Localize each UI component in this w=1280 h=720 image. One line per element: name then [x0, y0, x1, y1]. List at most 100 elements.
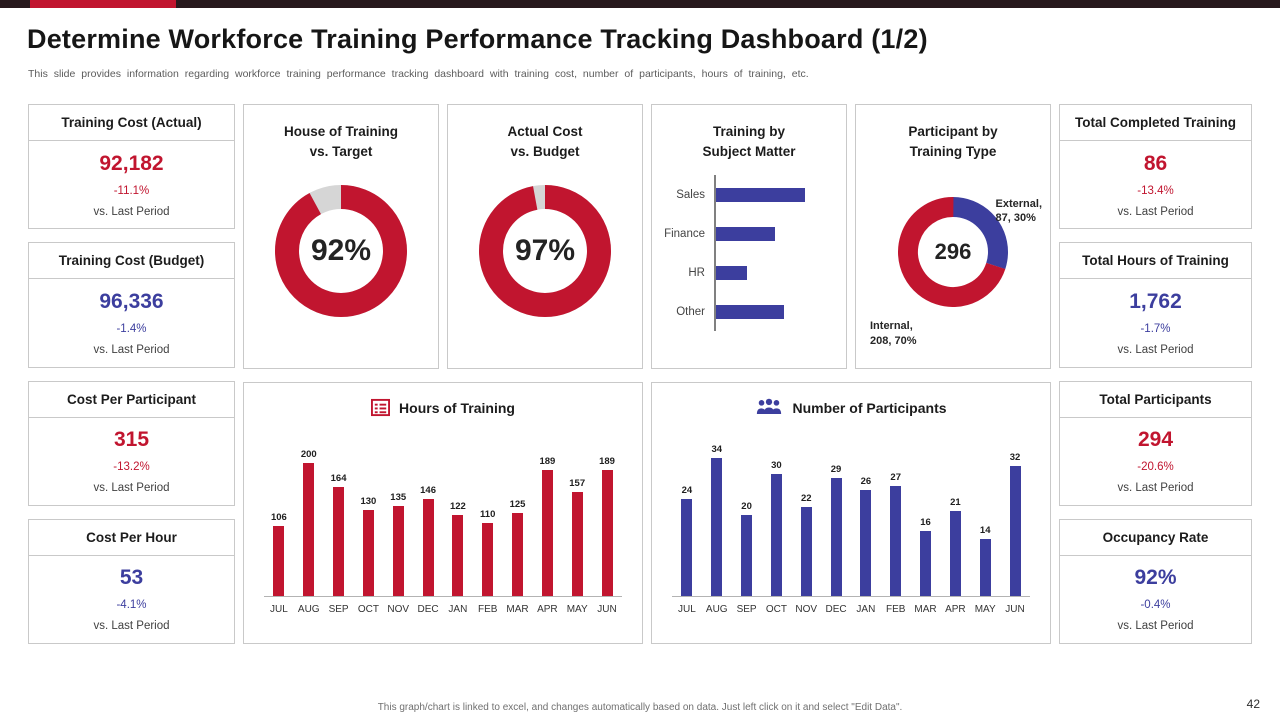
- bar-month-label: JAN: [856, 604, 876, 615]
- bar: [830, 478, 842, 596]
- bar-column: 106: [264, 512, 294, 596]
- pie-label-external: External, 87, 30%: [996, 197, 1042, 226]
- bar-column: 157: [562, 478, 592, 596]
- chart-card-actual-cost-vs-budget: Actual Cost vs. Budget 97%: [447, 104, 643, 369]
- kpi-card-total-completed-training: Total Completed Training 86 -13.4% vs. L…: [1059, 104, 1252, 230]
- schedule-list-icon: [371, 398, 391, 417]
- kpi-caption: vs. Last Period: [93, 620, 170, 633]
- kpi-title: Cost Per Hour: [29, 520, 234, 556]
- kpi-title: Total Participants: [1060, 382, 1251, 418]
- bar-value-label: 122: [449, 501, 466, 512]
- bar-value-label: 32: [1009, 452, 1021, 463]
- kpi-body: 86 -13.4% vs. Last Period: [1060, 141, 1251, 228]
- kpi-body: 294 -20.6% vs. Last Period: [1060, 418, 1251, 505]
- chart-title-line: Participant by: [908, 124, 998, 139]
- charts-column: House of Training vs. Target 92% Actual …: [243, 104, 1051, 644]
- kpi-card-training-cost-budget: Training Cost (Budget) 96,336 -1.4% vs. …: [28, 242, 235, 368]
- kpi-body: 92% -0.4% vs. Last Period: [1060, 556, 1251, 643]
- bar: [681, 499, 693, 596]
- kpi-value: 92,182: [99, 151, 164, 175]
- kpi-card-cost-per-hour: Cost Per Hour 53 -4.1% vs. Last Period: [28, 518, 235, 644]
- bar-column: 110: [473, 509, 503, 596]
- bar-value-label: 146: [420, 485, 436, 496]
- bar: [482, 523, 494, 596]
- bar-month-label: MAY: [974, 604, 996, 615]
- charts-row-bottom: Hours of Training 106 200 164 130 135 146 122 1…: [243, 382, 1051, 644]
- bar-month-label: NOV: [795, 604, 818, 615]
- pie-label-line: 208, 70%: [870, 334, 917, 347]
- chart-title-line: House of Training: [283, 124, 398, 139]
- bar-value-label: 135: [390, 492, 407, 503]
- chart-card-hours-of-training: Hours of Training 106 200 164 130 135 146 122 1…: [243, 382, 643, 644]
- bar-month-label: AUG: [705, 604, 728, 615]
- kpi-column-left: Training Cost (Actual) 92,182 -11.1% vs.…: [28, 104, 235, 644]
- bar-column: 189: [592, 456, 622, 596]
- bar: [920, 531, 932, 596]
- kpi-caption: vs. Last Period: [1117, 343, 1194, 356]
- vertical-bar-chart: 106 200 164 130 135 146 122 110 125 189 157 189 JUL…: [264, 429, 622, 615]
- bar-value-label: 16: [920, 517, 931, 528]
- bar-month-label: JUN: [597, 604, 617, 615]
- kpi-caption: vs. Last Period: [1117, 482, 1194, 495]
- kpi-value: 86: [1143, 151, 1168, 175]
- kpi-title: Training Cost (Budget): [29, 243, 234, 280]
- kpi-title: Training Cost (Actual): [29, 105, 234, 141]
- bar: [541, 470, 553, 596]
- donut-ring: [275, 185, 407, 322]
- bar-value-label: 27: [890, 472, 901, 483]
- chart-card-training-by-subject-matter: Training by Subject Matter Sales Finance H…: [651, 104, 847, 369]
- bar: [800, 507, 812, 596]
- slide-title: Determine Workforce Training Performance…: [27, 24, 928, 54]
- bar-value-label: 110: [480, 509, 496, 520]
- kpi-title: Total Hours of Training: [1060, 243, 1251, 280]
- chart-title-row: Hours of Training: [244, 398, 642, 417]
- bar: [392, 506, 404, 596]
- bar-value-label: 30: [771, 460, 782, 471]
- chart-title: Training by Subject Matter: [652, 122, 846, 161]
- bar-value-label: 20: [741, 501, 752, 512]
- kpi-delta: -20.6%: [1137, 461, 1174, 474]
- kpi-caption: vs. Last Period: [93, 482, 170, 495]
- bar-month-label: JAN: [448, 604, 468, 615]
- dashboard: Training Cost (Actual) 92,182 -11.1% vs.…: [28, 104, 1252, 644]
- bar-value-label: 130: [360, 496, 377, 507]
- kpi-title: Occupancy Rate: [1060, 520, 1251, 556]
- bar: [741, 515, 753, 596]
- bar-column: 24: [672, 485, 702, 596]
- chart-title: House of Training vs. Target: [244, 122, 438, 161]
- kpi-delta: -4.1%: [116, 599, 147, 612]
- bar-month-label: SEP: [328, 604, 349, 615]
- kpi-title: Total Completed Training: [1060, 105, 1251, 141]
- bar-value-label: 29: [830, 464, 842, 475]
- hbar-category-label: Finance: [664, 227, 705, 240]
- bar-column: 14: [970, 525, 1000, 596]
- bar-month-label: JUL: [270, 604, 288, 615]
- bar: [601, 470, 613, 596]
- bar: [571, 492, 583, 596]
- pie-chart: 296: [898, 197, 1008, 308]
- bar-column: 20: [732, 501, 762, 596]
- donut-value: 97%: [514, 234, 576, 268]
- bar-month-label: FEB: [885, 604, 906, 615]
- hbar-row: Other: [660, 292, 834, 332]
- hbar-row: HR: [660, 253, 834, 293]
- hbar-track: [714, 175, 834, 215]
- bar: [860, 490, 872, 596]
- bars-area: 106 200 164 130 135 146 122 110 125 189 157 189: [264, 429, 622, 597]
- kpi-body: 1,762 -1.7% vs. Last Period: [1060, 279, 1251, 366]
- chart-title-line: vs. Target: [309, 143, 373, 159]
- bar-month-label: AUG: [297, 604, 320, 615]
- bar-column: 189: [532, 456, 562, 596]
- bar-month-label: JUL: [678, 604, 696, 615]
- chart-card-participant-by-training-type: Participant by Training Type 296 Externa…: [855, 104, 1051, 369]
- vertical-bar-chart: 24 34 20 30 22 29 26 27 16 21 14 32 JUL AUG SEP OCT NOV…: [672, 429, 1030, 615]
- bar-value-label: 22: [800, 493, 812, 504]
- kpi-card-training-cost-actual: Training Cost (Actual) 92,182 -11.1% vs.…: [28, 104, 235, 230]
- bar: [711, 458, 723, 596]
- bar-value-label: 189: [599, 456, 615, 467]
- pie-label-internal: Internal, 208, 70%: [870, 319, 916, 348]
- bar-column: 29: [821, 464, 851, 596]
- bar-month-label: MAR: [506, 604, 529, 615]
- bar: [512, 513, 524, 596]
- bar-column: 135: [383, 492, 413, 596]
